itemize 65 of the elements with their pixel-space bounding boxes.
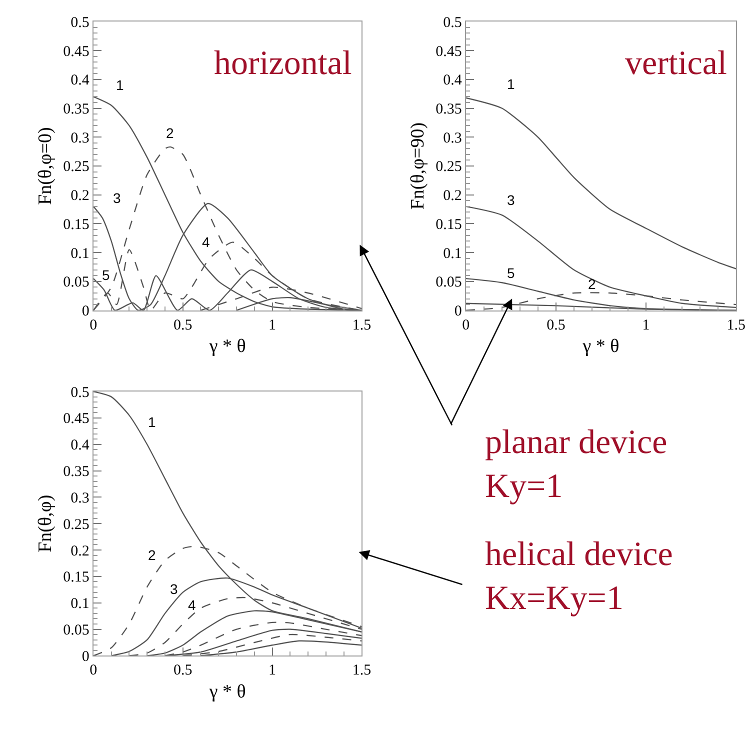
- x-tick-label: 1: [642, 317, 650, 334]
- y-tick-label: 0.05: [63, 622, 90, 639]
- y-tick-label: 0.5: [70, 14, 90, 31]
- y-tick-label: 0.5: [70, 384, 90, 401]
- series-label: 1: [148, 414, 156, 430]
- y-tick-label: 0.4: [443, 72, 462, 89]
- y-tick-label: 0.25: [63, 159, 90, 176]
- series-label: 2: [148, 547, 156, 563]
- y-tick-label: 0.2: [70, 543, 90, 560]
- y-tick-label: 0.1: [70, 246, 90, 262]
- y-tick-label: 0.15: [436, 216, 462, 233]
- annotation: horizontal: [214, 45, 352, 82]
- y-tick-label: 0: [454, 304, 462, 320]
- y-tick-label: 0.35: [63, 102, 90, 118]
- x-tick-label: 0.5: [173, 317, 192, 334]
- x-tick-label: 0.5: [173, 662, 192, 679]
- y-tick-label: 0.35: [436, 102, 462, 118]
- y-tick-label: 0.1: [70, 596, 90, 612]
- y-tick-label: 0.4: [70, 72, 90, 89]
- x-tick-label: 0.5: [546, 317, 566, 334]
- series-label: 1: [116, 77, 124, 93]
- y-tick-label: 0.45: [436, 44, 462, 60]
- x-tick-label: 1.5: [726, 317, 746, 334]
- y-tick-label: 0.5: [443, 14, 462, 31]
- x-tick-label: 1: [268, 662, 276, 679]
- y-tick-label: 0.15: [63, 570, 90, 586]
- y-axis-title: Fn(θ,φ=0): [35, 127, 56, 205]
- text: helical device Kx=Ky=1: [485, 536, 673, 618]
- y-tick-label: 0.3: [70, 130, 90, 146]
- series-label: 2: [588, 276, 596, 292]
- y-tick-label: 0.45: [63, 44, 90, 60]
- series-label: 3: [113, 190, 121, 206]
- text: planar device Ky=1: [485, 424, 668, 506]
- y-axis-title: Fn(θ,φ): [35, 494, 56, 552]
- y-tick-label: 0.05: [63, 274, 90, 291]
- series-label: 5: [507, 265, 515, 281]
- y-tick-label: 0.15: [63, 216, 90, 233]
- x-tick-label: 1.5: [352, 317, 372, 334]
- series-label: 4: [202, 234, 210, 250]
- x-axis-title: γ * θ: [208, 336, 246, 358]
- series-label: 4: [188, 597, 196, 613]
- x-axis-title: γ * θ: [208, 682, 246, 703]
- series-label: 5: [102, 267, 110, 283]
- y-tick-label: 0: [82, 304, 90, 320]
- y-axis-title: Fn(θ,φ=90): [407, 122, 428, 210]
- series-label: 1: [507, 76, 515, 92]
- x-tick-label: 1: [268, 317, 276, 334]
- y-tick-label: 0.1: [443, 246, 462, 262]
- y-tick-label: 0.2: [70, 188, 90, 204]
- y-tick-label: 0.4: [70, 438, 90, 454]
- y-tick-label: 0.45: [63, 411, 90, 428]
- y-tick-label: 0.2: [443, 188, 462, 204]
- series-label: 3: [507, 192, 515, 208]
- series-label: 3: [170, 581, 178, 597]
- x-axis-title: γ * θ: [582, 336, 620, 358]
- series-label: 2: [166, 125, 174, 141]
- y-tick-label: 0.3: [443, 130, 462, 146]
- annotation: vertical: [625, 45, 727, 82]
- y-tick-label: 0: [82, 648, 90, 665]
- y-tick-label: 0.3: [70, 490, 90, 506]
- x-tick-label: 1.5: [352, 662, 372, 679]
- y-tick-label: 0.35: [63, 464, 90, 480]
- y-tick-label: 0.25: [436, 159, 462, 176]
- y-tick-label: 0.05: [436, 274, 462, 291]
- y-tick-label: 0.25: [63, 516, 90, 533]
